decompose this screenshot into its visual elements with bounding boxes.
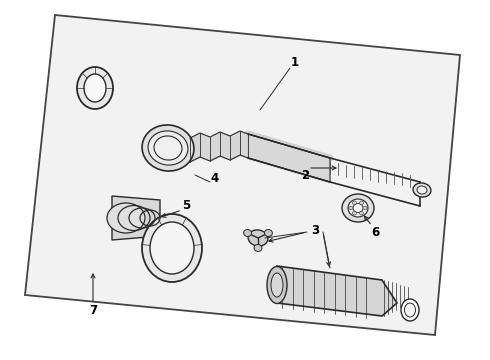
Text: 7: 7 [89, 303, 97, 316]
Text: 2: 2 [301, 168, 309, 181]
Ellipse shape [248, 230, 268, 246]
Text: 5: 5 [182, 198, 190, 212]
Text: 4: 4 [211, 171, 219, 185]
Ellipse shape [265, 229, 272, 237]
Ellipse shape [405, 303, 416, 317]
Ellipse shape [271, 273, 283, 297]
Ellipse shape [254, 244, 262, 252]
Ellipse shape [244, 229, 251, 237]
Ellipse shape [363, 206, 367, 210]
Ellipse shape [142, 214, 202, 282]
Ellipse shape [352, 211, 357, 215]
Ellipse shape [267, 266, 287, 303]
Ellipse shape [401, 299, 419, 321]
Ellipse shape [84, 74, 106, 102]
Ellipse shape [107, 203, 145, 233]
Ellipse shape [360, 201, 364, 204]
Ellipse shape [413, 183, 431, 197]
Polygon shape [112, 196, 160, 240]
Ellipse shape [154, 136, 182, 160]
Ellipse shape [352, 201, 357, 204]
Text: 3: 3 [311, 224, 319, 237]
Ellipse shape [77, 67, 113, 109]
Polygon shape [248, 134, 330, 182]
Text: 6: 6 [371, 225, 379, 239]
Text: 1: 1 [291, 55, 299, 68]
Polygon shape [277, 266, 397, 316]
Ellipse shape [148, 131, 188, 165]
Ellipse shape [150, 222, 194, 274]
Ellipse shape [353, 203, 363, 212]
Ellipse shape [417, 186, 427, 194]
Polygon shape [25, 15, 460, 335]
Ellipse shape [348, 199, 368, 217]
Ellipse shape [342, 194, 374, 222]
Ellipse shape [349, 206, 353, 210]
Ellipse shape [360, 211, 364, 215]
Ellipse shape [142, 125, 194, 171]
